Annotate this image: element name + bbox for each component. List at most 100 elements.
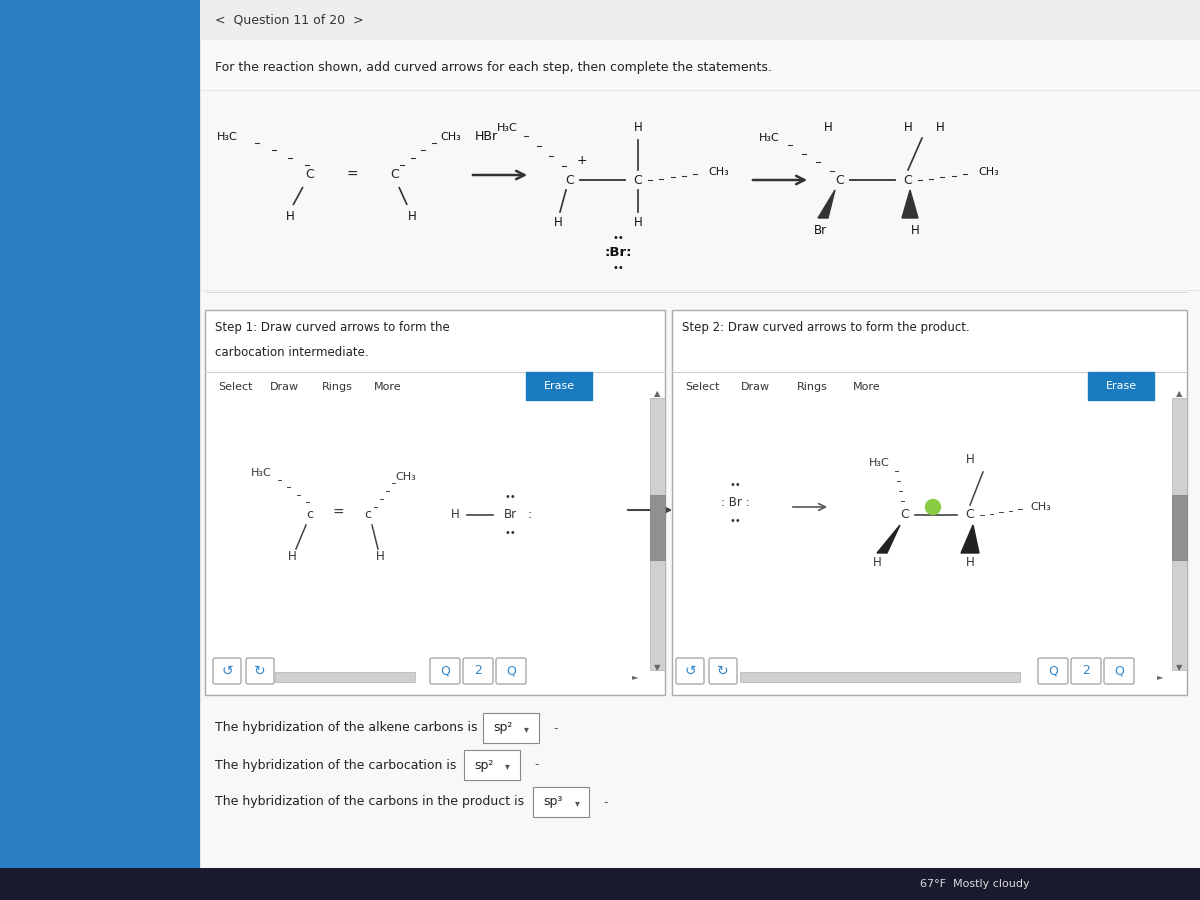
FancyBboxPatch shape bbox=[275, 672, 415, 682]
Text: The hybridization of the carbons in the product is: The hybridization of the carbons in the … bbox=[215, 796, 524, 808]
Text: ••: •• bbox=[730, 516, 740, 526]
FancyBboxPatch shape bbox=[200, 0, 1200, 900]
FancyBboxPatch shape bbox=[0, 868, 1200, 900]
Text: H: H bbox=[553, 215, 563, 229]
Text: CH₃: CH₃ bbox=[708, 167, 728, 177]
Text: ••: •• bbox=[730, 480, 740, 490]
FancyBboxPatch shape bbox=[214, 658, 241, 684]
FancyBboxPatch shape bbox=[740, 672, 1020, 682]
Text: carbocation intermediate.: carbocation intermediate. bbox=[215, 346, 368, 358]
Text: Rings: Rings bbox=[322, 382, 353, 392]
Text: CH₃: CH₃ bbox=[440, 132, 461, 142]
Text: ►: ► bbox=[1157, 672, 1163, 681]
Circle shape bbox=[925, 500, 941, 515]
Text: c: c bbox=[306, 508, 313, 521]
Text: C: C bbox=[966, 508, 974, 521]
Text: ◄: ◄ bbox=[217, 672, 223, 681]
Text: Draw: Draw bbox=[270, 382, 299, 392]
Text: ••: •• bbox=[504, 528, 516, 538]
Text: Erase: Erase bbox=[1105, 381, 1136, 391]
Text: Step 2: Draw curved arrows to form the product.: Step 2: Draw curved arrows to form the p… bbox=[682, 321, 970, 335]
Text: :Br:: :Br: bbox=[605, 246, 631, 258]
Text: CH₃: CH₃ bbox=[978, 167, 998, 177]
FancyBboxPatch shape bbox=[496, 658, 526, 684]
Text: ▾: ▾ bbox=[505, 761, 510, 771]
Text: +: + bbox=[577, 154, 587, 166]
Text: C: C bbox=[904, 174, 912, 186]
Text: Q: Q bbox=[1114, 664, 1124, 678]
FancyBboxPatch shape bbox=[650, 495, 665, 560]
Text: H: H bbox=[823, 122, 833, 134]
FancyBboxPatch shape bbox=[1038, 658, 1068, 684]
FancyBboxPatch shape bbox=[1104, 658, 1134, 684]
Text: =: = bbox=[332, 506, 344, 520]
Text: ▼: ▼ bbox=[1176, 663, 1183, 672]
Text: H: H bbox=[904, 122, 912, 134]
Text: C: C bbox=[835, 174, 845, 186]
Polygon shape bbox=[877, 525, 900, 553]
FancyBboxPatch shape bbox=[1088, 372, 1154, 400]
Text: CH₃: CH₃ bbox=[1030, 502, 1051, 512]
Text: Q: Q bbox=[1048, 664, 1058, 678]
Text: H: H bbox=[288, 551, 296, 563]
Text: H: H bbox=[966, 556, 974, 570]
Text: H₃C: H₃C bbox=[497, 123, 518, 133]
Text: sp²: sp² bbox=[493, 722, 512, 734]
Text: ↻: ↻ bbox=[254, 664, 266, 678]
Text: ▾: ▾ bbox=[575, 798, 580, 808]
FancyBboxPatch shape bbox=[246, 658, 274, 684]
Text: ↺: ↺ bbox=[684, 664, 696, 678]
Text: ▲: ▲ bbox=[1176, 390, 1183, 399]
FancyBboxPatch shape bbox=[200, 0, 1200, 40]
FancyBboxPatch shape bbox=[205, 310, 665, 695]
Text: 2: 2 bbox=[474, 664, 482, 678]
Text: H₃C: H₃C bbox=[217, 132, 238, 142]
Text: ↻: ↻ bbox=[718, 664, 728, 678]
FancyBboxPatch shape bbox=[482, 713, 539, 743]
Text: H: H bbox=[966, 454, 974, 466]
FancyBboxPatch shape bbox=[672, 310, 1187, 695]
Text: More: More bbox=[853, 382, 881, 392]
Text: H: H bbox=[451, 508, 460, 521]
Text: H: H bbox=[936, 122, 944, 134]
Text: H: H bbox=[286, 211, 294, 223]
FancyBboxPatch shape bbox=[1072, 658, 1102, 684]
Text: ••: •• bbox=[504, 492, 516, 502]
Text: H: H bbox=[872, 556, 881, 570]
Text: sp²: sp² bbox=[474, 759, 493, 771]
Text: H: H bbox=[634, 122, 642, 134]
Text: HBr: HBr bbox=[475, 130, 498, 143]
Text: C: C bbox=[901, 508, 910, 521]
FancyBboxPatch shape bbox=[430, 658, 460, 684]
Text: 67°F  Mostly cloudy: 67°F Mostly cloudy bbox=[920, 879, 1030, 889]
Text: -: - bbox=[600, 796, 608, 808]
Text: Step 1: Draw curved arrows to form the: Step 1: Draw curved arrows to form the bbox=[215, 321, 450, 335]
Text: Br: Br bbox=[814, 223, 827, 237]
Text: CH₃: CH₃ bbox=[395, 472, 415, 482]
FancyBboxPatch shape bbox=[676, 658, 704, 684]
Text: -: - bbox=[550, 722, 558, 734]
Text: ↺: ↺ bbox=[221, 664, 233, 678]
Text: C: C bbox=[634, 174, 642, 186]
Text: Br: Br bbox=[504, 508, 516, 521]
Text: The hybridization of the carbocation is: The hybridization of the carbocation is bbox=[215, 759, 456, 771]
Text: The hybridization of the alkene carbons is: The hybridization of the alkene carbons … bbox=[215, 722, 478, 734]
Text: =: = bbox=[346, 168, 358, 182]
Text: H: H bbox=[911, 223, 919, 237]
FancyBboxPatch shape bbox=[526, 372, 592, 400]
Text: : Br :: : Br : bbox=[721, 497, 749, 509]
Text: C: C bbox=[565, 174, 575, 186]
Polygon shape bbox=[961, 525, 979, 553]
Text: -: - bbox=[530, 759, 539, 771]
Text: Rings: Rings bbox=[797, 382, 828, 392]
FancyBboxPatch shape bbox=[650, 398, 665, 670]
Text: :: : bbox=[528, 508, 532, 521]
Text: <  Question 11 of 20  >: < Question 11 of 20 > bbox=[215, 14, 364, 26]
Text: ▼: ▼ bbox=[654, 663, 661, 672]
FancyBboxPatch shape bbox=[1172, 398, 1187, 670]
Text: Select: Select bbox=[685, 382, 720, 392]
Text: For the reaction shown, add curved arrows for each step, then complete the state: For the reaction shown, add curved arrow… bbox=[215, 61, 772, 75]
Polygon shape bbox=[902, 190, 918, 218]
FancyBboxPatch shape bbox=[1172, 495, 1187, 560]
Text: ►: ► bbox=[631, 672, 638, 681]
